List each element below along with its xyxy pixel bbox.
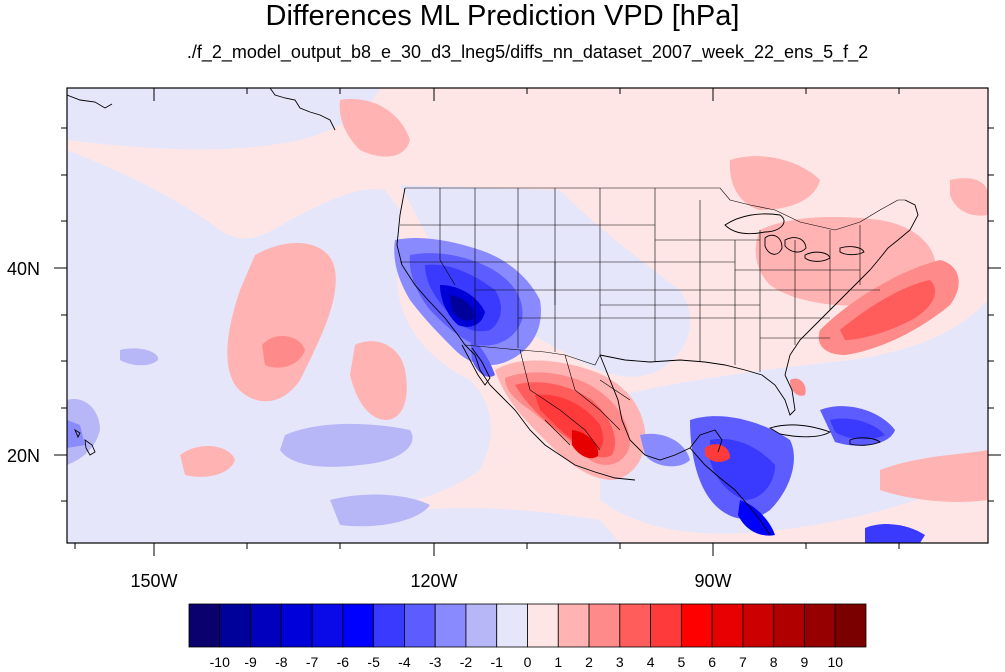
colorbar-swatch xyxy=(527,603,559,648)
colorbar-swatch xyxy=(834,603,867,648)
colorbar-swatch xyxy=(280,603,313,648)
colorbar-label: -4 xyxy=(398,654,411,670)
political-borders xyxy=(400,187,905,451)
colorbar-label: -10 xyxy=(210,654,230,670)
colorbar-swatch xyxy=(619,603,651,648)
x-tick-label-120w: 120W xyxy=(410,571,457,591)
y-tick-label-20n: 20N xyxy=(7,446,40,466)
x-tick-label-150w: 150W xyxy=(130,571,177,591)
colorbar-swatch xyxy=(742,603,775,648)
colorbar-swatch xyxy=(219,603,251,648)
colorbar-label: -2 xyxy=(460,654,473,670)
colorbar-label: 2 xyxy=(585,654,593,670)
colorbar-label: 0 xyxy=(524,654,532,670)
colorbar-swatch xyxy=(680,603,713,648)
colorbar-label: 7 xyxy=(739,654,747,670)
colorbar-label: 3 xyxy=(616,654,624,670)
colorbar-swatch xyxy=(465,603,498,648)
colorbar-label: -7 xyxy=(306,654,319,670)
colorbar-label: 6 xyxy=(708,654,716,670)
colorbar-swatch xyxy=(804,603,836,648)
colorbar-label: -1 xyxy=(491,654,504,670)
colorbar-label: 4 xyxy=(647,654,655,670)
colorbar-swatch xyxy=(650,603,682,648)
colorbar-label: -8 xyxy=(275,654,288,670)
colorbar-swatch xyxy=(188,603,221,648)
colorbar-label: 9 xyxy=(801,654,809,670)
map-title: Differences ML Prediction VPD [hPa] xyxy=(265,0,740,32)
colorbar-label: 1 xyxy=(554,654,562,670)
colorbar-swatch xyxy=(342,603,375,648)
y-tick-label-40n: 40N xyxy=(7,259,40,279)
colorbar-label: 8 xyxy=(770,654,778,670)
colorbar-label: -9 xyxy=(244,654,257,670)
map-subtitle: ./f_2_model_output_b8_e_30_d3_lneg5/diff… xyxy=(186,42,869,62)
colorbar-swatch xyxy=(434,603,467,648)
colorbar-label: -5 xyxy=(367,654,380,670)
colorbar-swatch xyxy=(588,603,621,648)
colorbar-swatch xyxy=(711,603,744,648)
colorbar-label: -6 xyxy=(337,654,350,670)
colorbar-swatch xyxy=(311,603,344,648)
axis-ticks xyxy=(54,88,1001,556)
colorbar-swatch xyxy=(496,603,528,648)
colorbar-swatch xyxy=(373,603,405,648)
colorbar-label: -3 xyxy=(429,654,442,670)
colorbar-swatch xyxy=(773,603,805,648)
colorbar-label: 5 xyxy=(677,654,685,670)
colorbar-swatch xyxy=(250,603,282,648)
x-tick-label-90w: 90W xyxy=(694,571,731,591)
coastlines xyxy=(67,88,919,536)
vpd-difference-field xyxy=(67,88,988,543)
colorbar-label: 10 xyxy=(827,654,843,670)
colorbar-swatch xyxy=(557,603,590,648)
colorbar: -10 -9 -8 -7 -6 -5 -4 -3 -2 -1 0 1 2 3 4 5 6 7 8 9 10 xyxy=(188,603,867,670)
colorbar-swatch xyxy=(404,603,436,648)
